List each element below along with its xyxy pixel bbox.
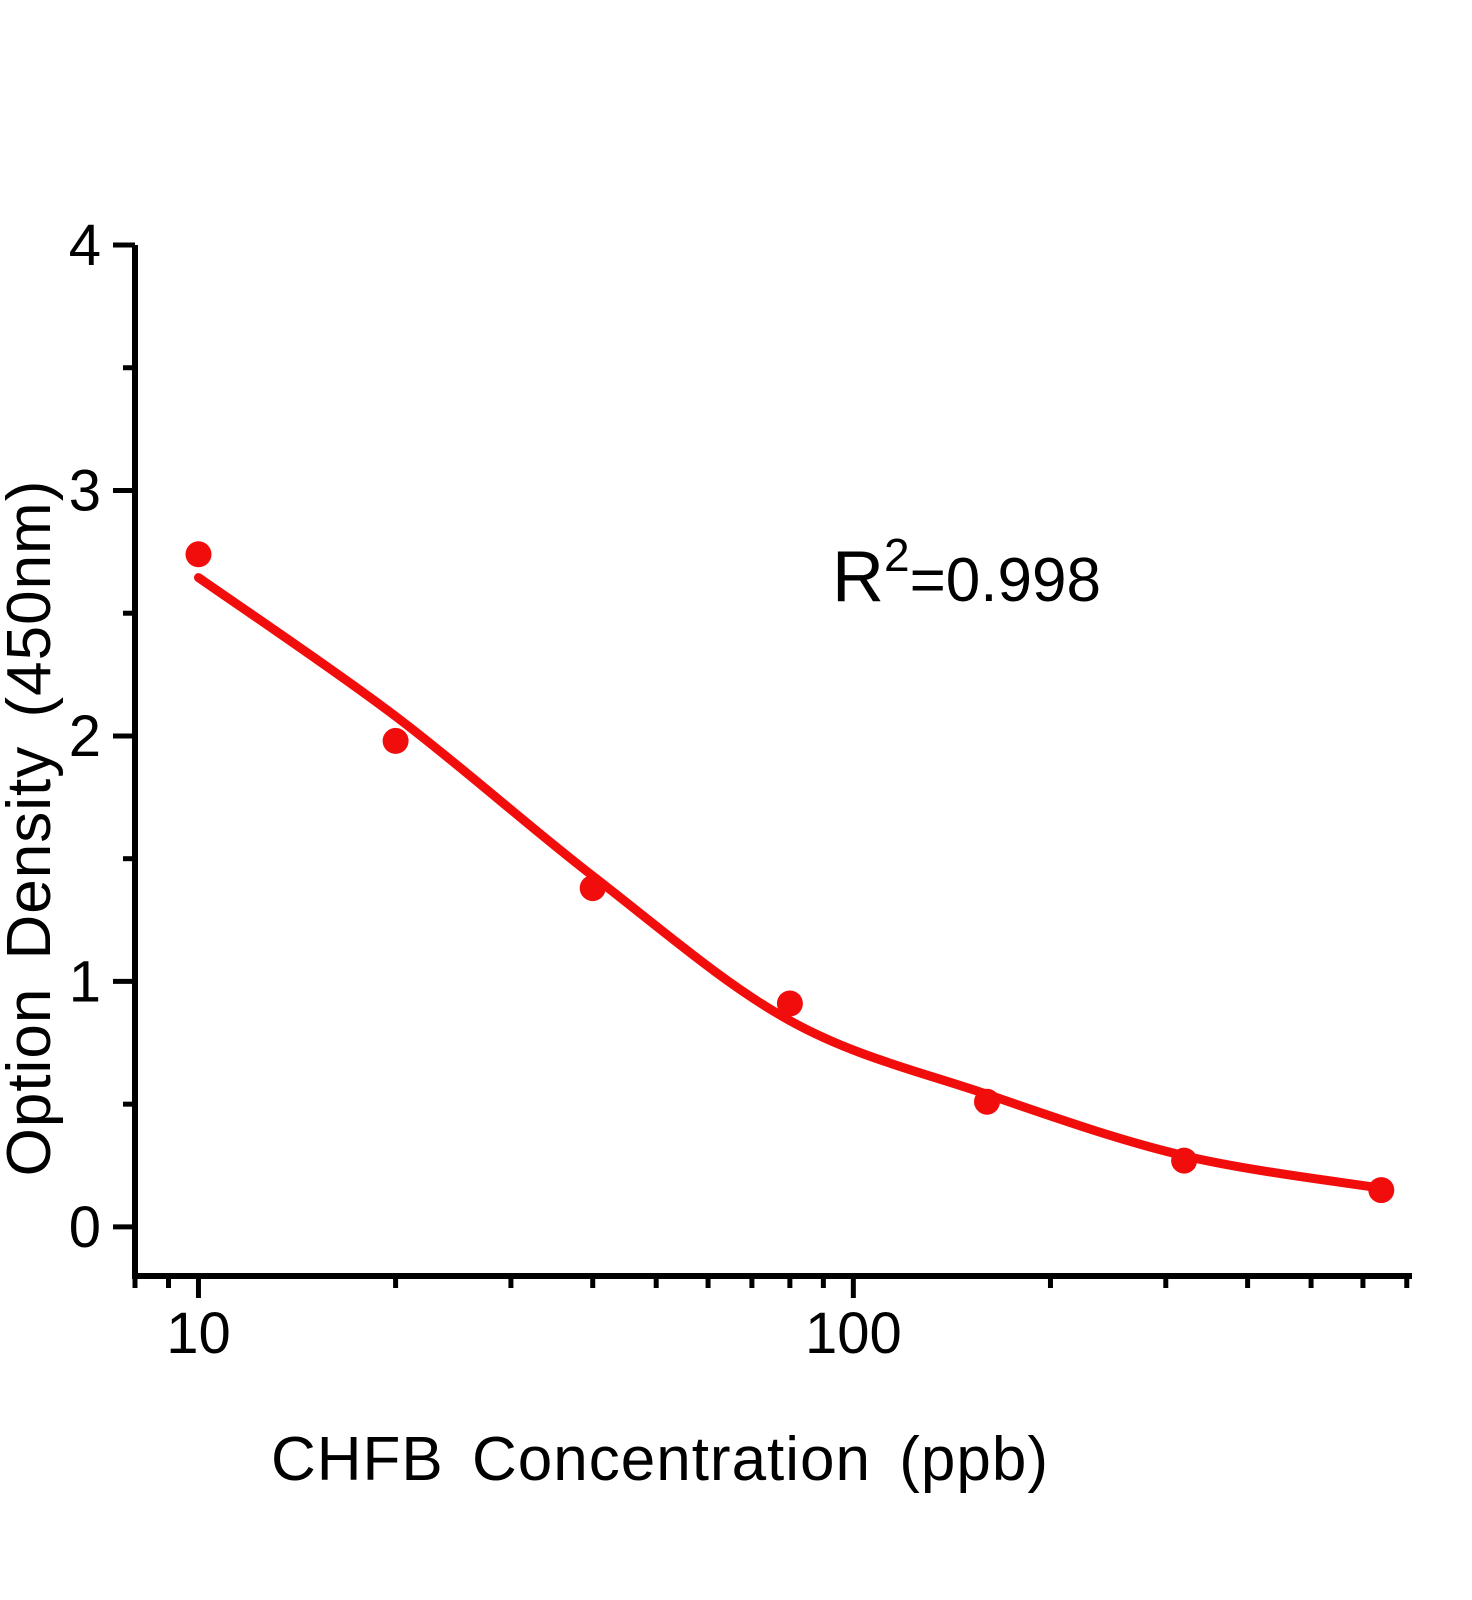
r-squared-symbol: R	[832, 537, 884, 617]
data-point-160ppb	[974, 1088, 1000, 1115]
fit-curve	[194, 573, 1391, 1194]
fit-curve-layer	[194, 573, 1391, 1194]
data-point-640ppb	[1368, 1177, 1395, 1204]
ticks-layer	[113, 242, 1410, 1298]
y-tick-label-4: 4	[69, 213, 101, 278]
data-point-80ppb	[776, 990, 803, 1017]
y-axis-title: Option Density (450nm)	[0, 479, 64, 1177]
r-squared-exponent: 2	[884, 529, 910, 581]
y-tick-label-2: 2	[69, 704, 101, 769]
x-axis-title: CHFB Concentration (ppb)	[271, 1425, 1049, 1494]
x-tick-label-10: 10	[166, 1301, 231, 1366]
axes-layer	[132, 245, 1412, 1279]
data-point-320ppb	[1171, 1147, 1198, 1174]
y-tick-label-3: 3	[69, 458, 101, 523]
y-tick-label-0: 0	[69, 1195, 101, 1260]
data-point-20ppb	[382, 727, 409, 754]
y-tick-label-1: 1	[69, 949, 101, 1014]
r-squared-value: =0.998	[909, 546, 1101, 615]
data-point-40ppb	[579, 875, 606, 902]
data-point-10ppb	[185, 541, 212, 568]
data-points-layer	[185, 541, 1395, 1204]
x-tick-label-100: 100	[805, 1301, 902, 1366]
r-squared-annotation: R2=0.998	[832, 528, 1101, 618]
tick-labels-layer: 0 1 2 3 4 10 100	[69, 213, 902, 1366]
